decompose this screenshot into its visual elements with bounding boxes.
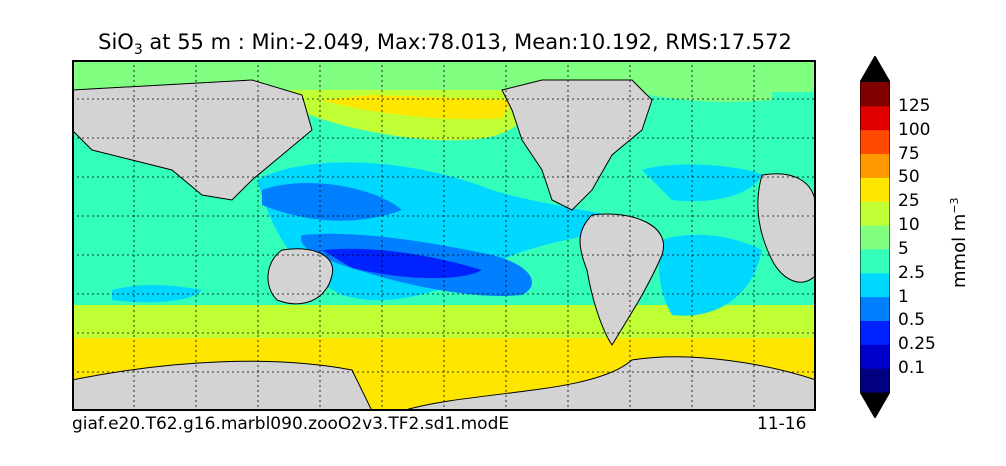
land-australia bbox=[267, 248, 334, 305]
pacific-band-0.5 bbox=[262, 182, 402, 221]
colorbar-tick-label: 50 bbox=[898, 167, 920, 188]
colorbar-tick-label: 0.1 bbox=[898, 358, 926, 379]
pacific-band-0.1 bbox=[322, 248, 482, 279]
north-pacific-band-25 bbox=[322, 95, 512, 120]
colorbar-segment bbox=[860, 177, 890, 202]
colorbar-segment bbox=[860, 296, 890, 321]
colorbar-tick-label: 0.5 bbox=[898, 310, 926, 331]
colorbar-segment bbox=[860, 368, 890, 393]
map-border bbox=[72, 60, 816, 411]
colorbar-tick-label: 100 bbox=[898, 119, 931, 140]
north-atlantic-band-10 bbox=[622, 80, 772, 102]
south-atlantic-band-1 bbox=[659, 234, 762, 316]
colorbar bbox=[860, 56, 890, 418]
colorbar-segment bbox=[860, 320, 890, 345]
colorbar-tick-label: 0.25 bbox=[898, 334, 936, 355]
colorbar-segment bbox=[860, 344, 890, 369]
colorbar-segment bbox=[860, 105, 890, 131]
land-eurasia bbox=[72, 79, 313, 201]
colorbar-tick-label: 5 bbox=[898, 238, 909, 259]
ocean-map bbox=[72, 60, 816, 411]
map-title: SiO3 at 55 m : Min:-2.049, Max:78.013, M… bbox=[98, 30, 792, 59]
atlantic-band-1 bbox=[642, 164, 762, 202]
colorbar-segment bbox=[860, 201, 890, 226]
colorbar-tick-label: 2.5 bbox=[898, 262, 926, 283]
colorbar-segment bbox=[860, 225, 890, 250]
colorbar-segment bbox=[860, 82, 890, 107]
colorbar-segment bbox=[860, 272, 890, 298]
time-label: 11-16 bbox=[757, 414, 807, 434]
land-south-america bbox=[579, 213, 665, 346]
colorbar-tick-label: 25 bbox=[898, 191, 920, 212]
colorbar-segment bbox=[860, 153, 890, 178]
colorbar-extend-max bbox=[860, 56, 890, 82]
colorbar-segment bbox=[860, 248, 890, 274]
colorbar-tick-label: 1 bbox=[898, 286, 909, 307]
colorbar-tick-label: 75 bbox=[898, 143, 920, 164]
colorbar-segment bbox=[860, 129, 890, 155]
land-masses bbox=[72, 79, 816, 411]
graticule bbox=[72, 60, 816, 411]
colorbar-unit-label: mmol m−3 bbox=[948, 197, 970, 288]
land-north-america bbox=[501, 79, 653, 211]
run-id-label: giaf.e20.T62.g16.marbl090.zooO2v3.TF2.sd… bbox=[72, 414, 510, 434]
land-antarctica-west bbox=[401, 356, 816, 411]
colorbar-extend-min bbox=[860, 392, 890, 418]
colorbar-tick-label: 125 bbox=[898, 95, 931, 116]
colorbar-tick-label: 10 bbox=[898, 215, 920, 236]
